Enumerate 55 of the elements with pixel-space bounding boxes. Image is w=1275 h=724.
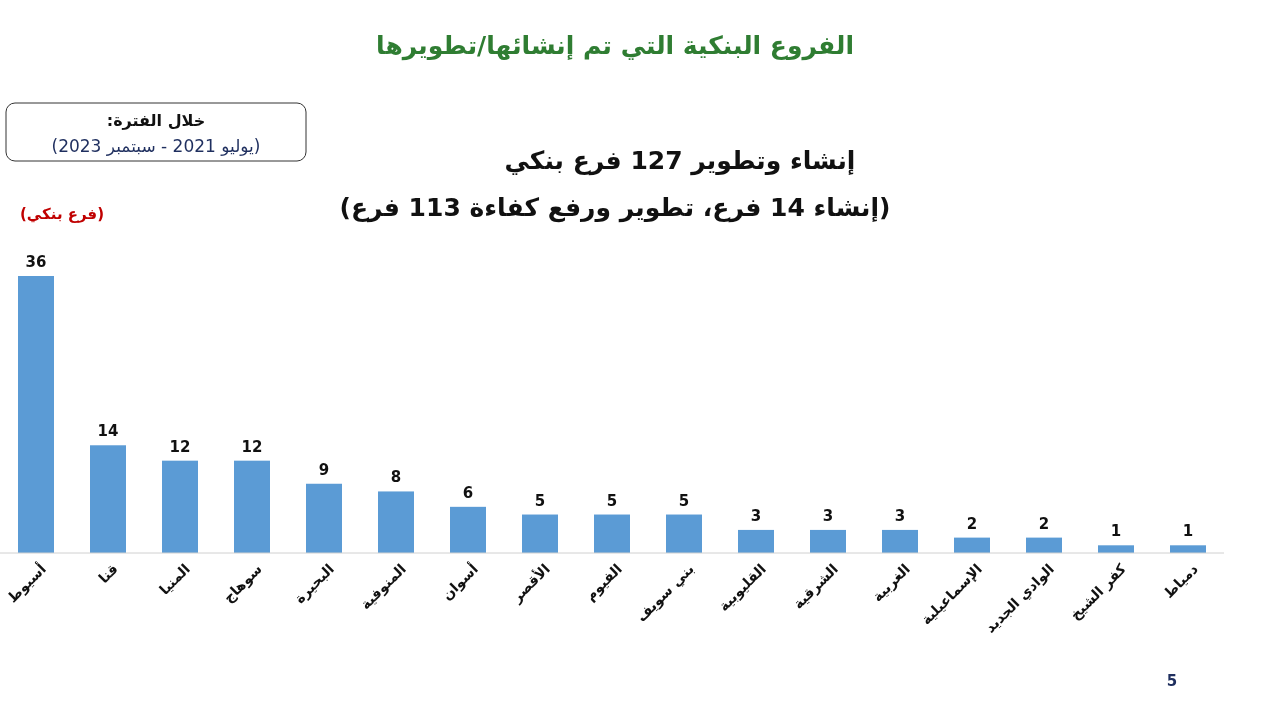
x-tick-label: القليوبية xyxy=(715,560,770,615)
bar xyxy=(810,529,846,553)
data-label: 9 xyxy=(318,460,330,479)
bar xyxy=(306,483,342,553)
x-tick-label: الفيوم xyxy=(581,560,626,605)
x-tick-label: البحيرة xyxy=(291,560,338,607)
bar xyxy=(738,529,774,553)
bar xyxy=(954,537,990,553)
x-tick-label: أسوان xyxy=(437,559,482,604)
x-tick-label: سوهاج xyxy=(219,560,266,607)
x-tick-label: كفر الشيخ xyxy=(1066,560,1131,624)
data-label: 1 xyxy=(1110,522,1122,541)
data-label: 14 xyxy=(97,422,119,441)
data-label: 6 xyxy=(462,483,474,502)
chart-subtitle: إنشاء وتطوير 127 فرع بنكي (إنشاء 14 فرع، تطوير ورفع كفاءة 113 فرع) xyxy=(339,146,891,223)
data-label: 8 xyxy=(390,468,402,487)
bar xyxy=(378,491,414,553)
text: 5 xyxy=(1166,672,1178,690)
x-tick-label: الأقصر xyxy=(507,560,554,607)
bar xyxy=(162,460,198,553)
bar xyxy=(1170,545,1206,553)
data-label: 3 xyxy=(750,506,762,525)
data-label: 1 xyxy=(1182,522,1194,541)
data-label: 5 xyxy=(606,491,618,510)
bar xyxy=(450,506,486,553)
bar xyxy=(90,445,126,553)
bar xyxy=(666,514,702,553)
bar xyxy=(234,460,270,553)
x-tick-label: دمياط xyxy=(1160,560,1201,602)
data-label: 12 xyxy=(241,437,263,456)
data-label: 3 xyxy=(822,506,834,525)
x-tick-label: بني سويف xyxy=(632,560,698,626)
data-label: 5 xyxy=(678,491,690,510)
x-tick-label: المنوفية xyxy=(357,560,410,614)
data-label: 12 xyxy=(169,437,191,456)
bar xyxy=(1026,537,1062,553)
data-label: 5 xyxy=(534,491,546,510)
bar xyxy=(18,276,54,553)
data-label: 2 xyxy=(966,514,978,533)
bar xyxy=(522,514,558,553)
x-tick-label: الغربية xyxy=(869,560,914,606)
chart-title: الفروع البنكية التي تم إنشائها/تطويرها xyxy=(376,31,854,61)
bar xyxy=(594,514,630,553)
x-tick-label: أسيوط xyxy=(3,559,50,607)
data-label: 3 xyxy=(894,506,906,525)
data-label: 36 xyxy=(25,253,47,271)
x-tick-label: المنيا xyxy=(156,560,193,598)
bar xyxy=(882,529,918,553)
y-axis-title: (فرع بنكي) xyxy=(20,205,104,223)
bar xyxy=(1098,545,1134,553)
text: (يوليو 2021 - سبتمبر 2023) xyxy=(51,136,261,156)
x-tick-label: قنا xyxy=(95,560,121,587)
x-tick-label: الشرقية xyxy=(789,560,842,613)
data-label: 2 xyxy=(1038,514,1050,533)
text: خلال الفترة: xyxy=(106,111,206,130)
